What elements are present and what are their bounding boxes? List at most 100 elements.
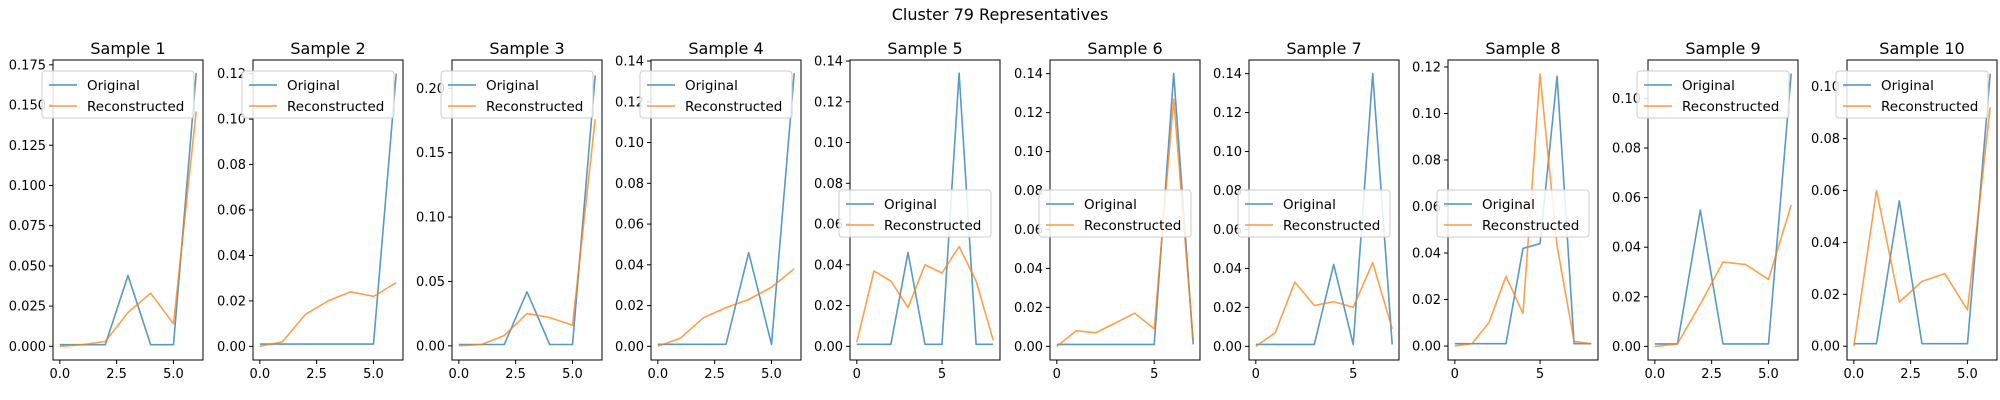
series-line-reconstructed: [458, 119, 596, 347]
y-tick-label: 0.10: [1213, 145, 1242, 160]
legend-box: [241, 70, 395, 119]
y-tick-label: 0.08: [1612, 142, 1641, 157]
subplot-1: Sample 1 0.000 0.025 0.050 0.075 0.100 0.125 0.…: [9, 39, 204, 382]
y-tick-label: 0.02: [1213, 301, 1242, 316]
legend-label-reconstructed: Reconstructed: [685, 99, 782, 115]
y-tick-label: 0.100: [9, 179, 46, 194]
x-tick-label: 0.0: [249, 367, 270, 382]
y-tick-label: 0.175: [9, 58, 46, 73]
subplot-grid: Sample 10.0000.0250.0500.0750.1000.1250.…: [9, 39, 1998, 382]
series-line-original: [1056, 72, 1194, 346]
legend: Original Reconstructed: [1237, 189, 1391, 238]
subplot-4: Sample 4 0.00 0.02 0.04 0.06 0.08 0.10 0.12 0.14…: [615, 39, 802, 382]
legend-label-original: Original: [1084, 197, 1137, 213]
x-tick-label: 5.0: [562, 367, 583, 382]
x-tick-label: 0.0: [647, 367, 668, 382]
y-tick-label: 0.10: [1612, 92, 1641, 107]
y-tick-label: 0.12: [1014, 106, 1043, 121]
x-tick-label: 0.0: [49, 367, 70, 382]
subplot-title: Sample 3: [489, 39, 564, 58]
y-tick-label: 0.02: [814, 299, 843, 314]
series-line-original: [1454, 75, 1592, 345]
legend-box: [1237, 189, 1391, 238]
y-tick-label: 0.10: [1811, 80, 1840, 95]
y-tick-label: 0.10: [1412, 107, 1441, 122]
x-tick-label: 5.0: [363, 367, 384, 382]
y-tick-label: 0.02: [615, 299, 644, 314]
legend-label-original: Original: [685, 78, 738, 94]
y-tick-label: 0.04: [814, 258, 843, 273]
y-tick-label: 0.06: [615, 218, 644, 233]
series-line-reconstructed: [59, 111, 197, 348]
y-tick-label: 0.10: [217, 113, 246, 128]
y-tick-label: 0.05: [416, 275, 445, 290]
axes-frame: [52, 59, 204, 361]
x-tick-label: 2.5: [1701, 367, 1722, 382]
subplot-title: Sample 6: [1087, 39, 1162, 58]
series-line-reconstructed: [1454, 73, 1592, 347]
y-tick-label: 0.02: [217, 294, 246, 309]
y-tick-label: 0.04: [217, 249, 246, 264]
y-tick-label: 0.00: [1213, 340, 1242, 355]
subplot-title: Sample 1: [90, 39, 165, 58]
legend-label-reconstructed: Reconstructed: [1482, 218, 1579, 234]
series-line-original: [259, 73, 397, 345]
y-tick-label: 0.06: [1612, 191, 1641, 206]
axes-frame: [1846, 59, 1998, 361]
y-tick-label: 0.15: [416, 146, 445, 161]
legend: Original Reconstructed: [1835, 70, 1989, 119]
subplot-3: Sample 3 0.00 0.05 0.10 0.15 0.20 0.0 2.5 5.0 Ori…: [416, 39, 603, 382]
legend-label-reconstructed: Reconstructed: [87, 99, 184, 115]
legend-label-original: Original: [1482, 197, 1535, 213]
figure-title: Cluster 79 Representatives: [892, 5, 1109, 24]
y-tick-label: 0.00: [1612, 340, 1641, 355]
y-tick-label: 0.06: [814, 218, 843, 233]
y-tick-label: 0.02: [1412, 293, 1441, 308]
legend: Original Reconstructed: [838, 189, 992, 238]
y-tick-label: 0.06: [1213, 223, 1242, 238]
x-tick-label: 0.0: [448, 367, 469, 382]
y-tick-label: 0.02: [1612, 290, 1641, 305]
y-tick-label: 0.06: [1412, 200, 1441, 215]
legend: Original Reconstructed: [1636, 70, 1790, 119]
y-tick-label: 0.14: [1213, 67, 1242, 82]
x-tick-label: 0: [853, 367, 861, 382]
y-tick-label: 0.075: [9, 219, 46, 234]
y-tick-label: 0.025: [9, 300, 46, 315]
subplot-title: Sample 7: [1286, 39, 1361, 58]
legend-label-original: Original: [486, 78, 539, 94]
y-tick-label: 0.08: [615, 177, 644, 192]
series-line-reconstructed: [1654, 204, 1792, 348]
axes-frame: [252, 59, 404, 361]
y-tick-label: 0.00: [1412, 340, 1441, 355]
y-tick-label: 0.12: [814, 95, 843, 110]
y-tick-label: 0.06: [1014, 223, 1043, 238]
x-tick-label: 2.5: [505, 367, 526, 382]
legend-box: [1636, 70, 1790, 119]
x-tick-label: 5.0: [1957, 367, 1978, 382]
legend-label-reconstructed: Reconstructed: [486, 99, 583, 115]
legend: Original Reconstructed: [1436, 189, 1590, 238]
x-tick-label: 0: [1451, 367, 1459, 382]
y-tick-label: 0.10: [814, 136, 843, 151]
y-tick-label: 0.14: [1014, 67, 1043, 82]
subplot-8: Sample 8 0.00 0.02 0.04 0.06 0.08 0.10 0.12 0 5 Or…: [1412, 39, 1599, 382]
x-tick-label: 0: [1053, 367, 1061, 382]
y-tick-label: 0.00: [814, 340, 843, 355]
y-tick-label: 0.14: [615, 55, 644, 70]
legend-box: [639, 70, 793, 119]
y-tick-label: 0.00: [1811, 340, 1840, 355]
legend: Original Reconstructed: [639, 70, 793, 119]
axes-frame: [1647, 59, 1799, 361]
subplot-7: Sample 7 0.00 0.02 0.04 0.06 0.08 0.10 0.12 0.14…: [1213, 39, 1400, 382]
x-tick-label: 5.0: [761, 367, 782, 382]
legend-box: [1038, 189, 1192, 238]
y-tick-label: 0.00: [615, 340, 644, 355]
y-tick-label: 0.10: [615, 136, 644, 151]
legend-label-original: Original: [287, 78, 340, 94]
legend-label-original: Original: [1682, 78, 1735, 94]
y-tick-label: 0.02: [1811, 288, 1840, 303]
x-tick-label: 5: [1536, 367, 1544, 382]
y-tick-label: 0.08: [217, 158, 246, 173]
subplot-9: Sample 9 0.00 0.02 0.04 0.06 0.08 0.10 0.0 2.5 5.…: [1612, 39, 1799, 382]
